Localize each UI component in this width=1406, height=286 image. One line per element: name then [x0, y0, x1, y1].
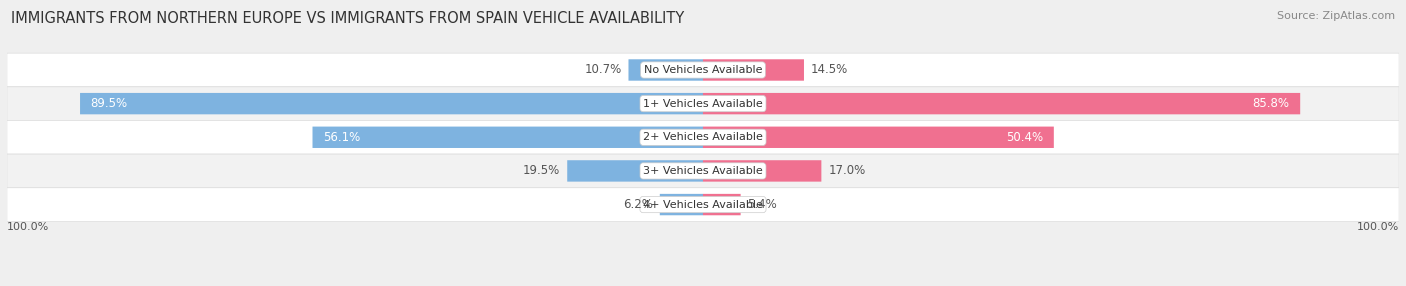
Text: 56.1%: 56.1% — [323, 131, 360, 144]
Text: 2+ Vehicles Available: 2+ Vehicles Available — [643, 132, 763, 142]
FancyBboxPatch shape — [80, 93, 703, 114]
Text: 6.2%: 6.2% — [623, 198, 652, 211]
FancyBboxPatch shape — [7, 53, 1399, 87]
Text: 19.5%: 19.5% — [523, 164, 561, 177]
FancyBboxPatch shape — [703, 194, 741, 215]
Text: 100.0%: 100.0% — [1357, 223, 1399, 233]
FancyBboxPatch shape — [703, 59, 804, 81]
FancyBboxPatch shape — [7, 87, 1399, 120]
FancyBboxPatch shape — [567, 160, 703, 182]
Text: 5.4%: 5.4% — [748, 198, 778, 211]
FancyBboxPatch shape — [703, 93, 1301, 114]
FancyBboxPatch shape — [7, 120, 1399, 154]
Text: 1+ Vehicles Available: 1+ Vehicles Available — [643, 99, 763, 109]
FancyBboxPatch shape — [628, 59, 703, 81]
FancyBboxPatch shape — [7, 154, 1399, 188]
Text: Source: ZipAtlas.com: Source: ZipAtlas.com — [1277, 11, 1395, 21]
FancyBboxPatch shape — [312, 127, 703, 148]
FancyBboxPatch shape — [7, 188, 1399, 221]
Text: 4+ Vehicles Available: 4+ Vehicles Available — [643, 200, 763, 210]
Text: 50.4%: 50.4% — [1007, 131, 1043, 144]
Text: 10.7%: 10.7% — [585, 63, 621, 76]
Text: 17.0%: 17.0% — [828, 164, 866, 177]
Text: 3+ Vehicles Available: 3+ Vehicles Available — [643, 166, 763, 176]
FancyBboxPatch shape — [703, 160, 821, 182]
Text: IMMIGRANTS FROM NORTHERN EUROPE VS IMMIGRANTS FROM SPAIN VEHICLE AVAILABILITY: IMMIGRANTS FROM NORTHERN EUROPE VS IMMIG… — [11, 11, 685, 26]
Text: 100.0%: 100.0% — [7, 223, 49, 233]
FancyBboxPatch shape — [659, 194, 703, 215]
Text: No Vehicles Available: No Vehicles Available — [644, 65, 762, 75]
Text: 85.8%: 85.8% — [1253, 97, 1289, 110]
Text: 14.5%: 14.5% — [811, 63, 848, 76]
Text: 89.5%: 89.5% — [90, 97, 128, 110]
FancyBboxPatch shape — [703, 127, 1054, 148]
